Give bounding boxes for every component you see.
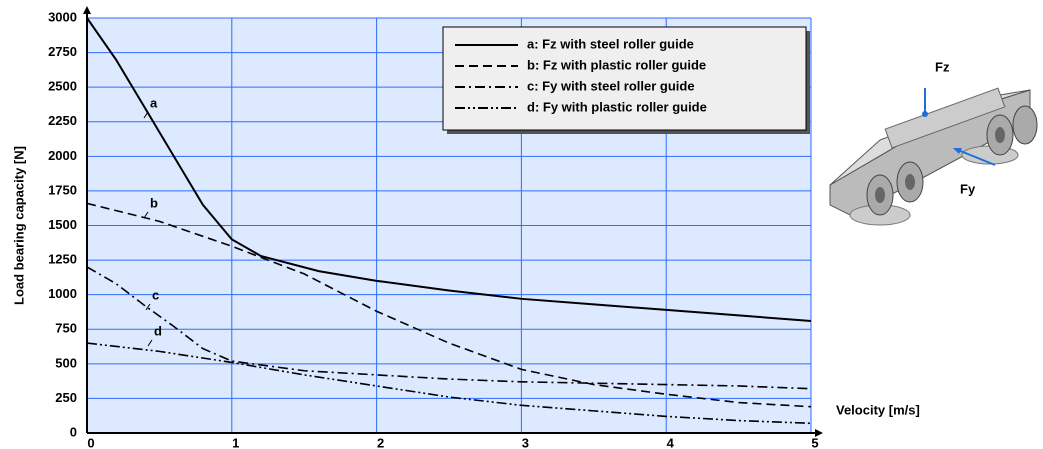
y-axis-title: Load bearing capacity [N] [11,146,26,305]
y-tick-label: 2250 [48,113,77,128]
x-axis-title: Velocity [m/s] [836,402,920,417]
y-tick-label: 2000 [48,148,77,163]
y-tick-label: 1500 [48,217,77,232]
y-axis-arrow [83,6,91,14]
curve-label: b [150,195,158,210]
curve-label: c [152,287,159,302]
legend-label: b: Fz with plastic roller guide [527,57,706,72]
legend-label: c: Fy with steel roller guide [527,78,695,93]
x-tick-label: 0 [87,435,94,449]
chart: 0250500750100012501500175020002250250027… [0,0,1043,449]
legend-label: a: Fz with steel roller guide [527,36,694,51]
x-tick-label: 1 [232,435,239,449]
carriage-illustration: Fz Fy [830,59,1037,225]
x-tick-label: 3 [522,435,529,449]
curve-label: a [150,95,158,110]
curve-label: d [154,323,162,338]
y-tick-label: 1250 [48,252,77,267]
y-tick-label: 0 [70,424,77,439]
y-tick-label: 1000 [48,286,77,301]
force-label: Fz [935,59,950,74]
y-tick-label: 500 [55,355,77,370]
y-tick-label: 1750 [48,182,77,197]
legend-label: d: Fy with plastic roller guide [527,99,707,114]
x-axis-arrow [815,429,823,437]
y-tick-label: 2500 [48,79,77,94]
x-tick-label: 5 [811,435,818,449]
x-tick-label: 2 [377,435,384,449]
y-tick-label: 3000 [48,9,77,24]
y-tick-label: 2750 [48,44,77,59]
y-tick-label: 250 [55,390,77,405]
y-tick-label: 750 [55,321,77,336]
force-label: Fy [960,181,976,196]
x-tick-label: 4 [667,435,675,449]
